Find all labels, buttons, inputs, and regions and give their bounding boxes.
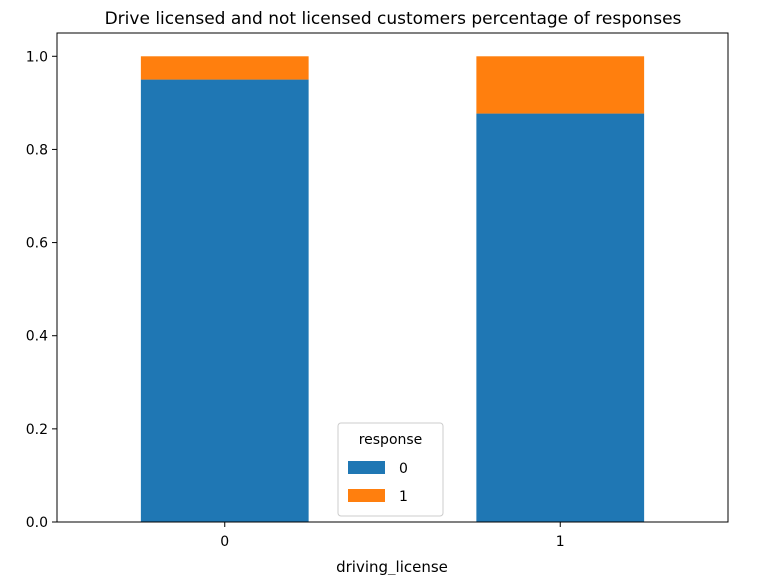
legend-swatch-1 <box>348 489 385 502</box>
axes-layer: 0.0 0.2 0.4 0.6 0.8 1.0 0 1 <box>26 32 729 550</box>
bar-0-series-1 <box>140 56 309 80</box>
legend-label-0: 0 <box>399 461 408 477</box>
legend-label-1: 1 <box>399 489 408 505</box>
x-axis-label: driving_license <box>336 558 448 575</box>
y-tick-label: 0.0 <box>26 515 48 531</box>
bars-layer <box>140 56 645 523</box>
legend-title: response <box>359 432 423 448</box>
bar-1-series-1 <box>476 56 645 114</box>
plot-frame <box>56 32 729 523</box>
y-tick-label: 0.2 <box>26 422 48 438</box>
y-tick-label: 1.0 <box>26 49 48 65</box>
x-tick-label: 0 <box>220 534 229 550</box>
legend: response 0 1 <box>337 422 444 517</box>
y-tick-label: 0.8 <box>26 142 48 158</box>
y-tick-label: 0.6 <box>26 236 48 252</box>
bar-1-series-0 <box>476 113 645 522</box>
x-tick-label: 1 <box>556 534 565 550</box>
legend-swatch-0 <box>348 461 385 474</box>
y-tick-label: 0.4 <box>26 329 48 345</box>
bar-0-series-0 <box>140 79 309 523</box>
chart-title: Drive licensed and not licensed customer… <box>105 9 682 29</box>
